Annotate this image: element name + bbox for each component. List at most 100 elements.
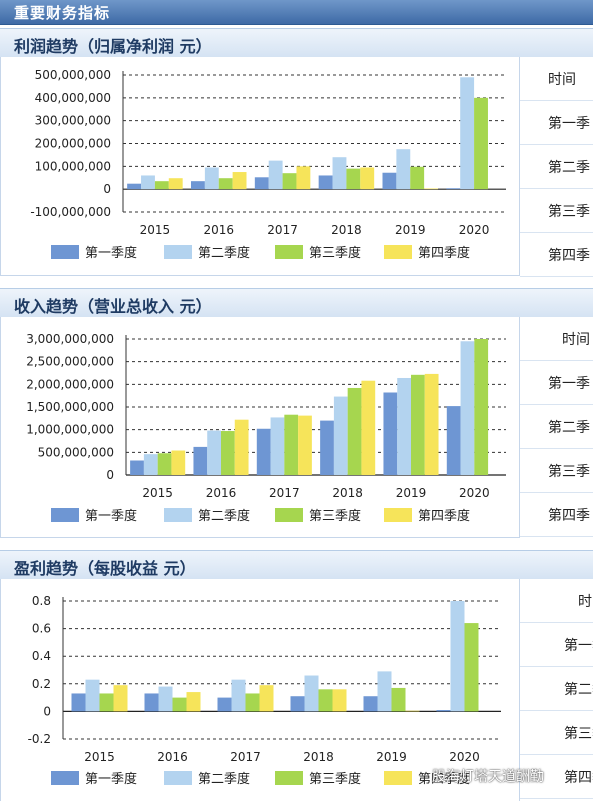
bar <box>193 446 208 475</box>
bar <box>396 149 411 190</box>
bar <box>204 167 219 190</box>
side-cell-q4[interactable]: 第四季 <box>520 493 593 537</box>
side-cell-time: 时间 <box>520 579 593 623</box>
side-table-revenue: 时间 第一季 第二季 第三季 第四季 <box>519 317 593 538</box>
legend-swatch <box>384 508 412 522</box>
bar <box>333 396 348 475</box>
legend-label: 第三季度 <box>309 245 361 261</box>
bar <box>347 387 362 475</box>
bar <box>143 454 158 475</box>
side-cell-q3[interactable]: 第三季 <box>520 449 593 493</box>
x-tick-label: 2020 <box>449 750 480 764</box>
side-cell-q3[interactable]: 第三季 <box>520 189 593 233</box>
x-tick-label: 2020 <box>459 486 490 500</box>
chart-panel-eps: -0.2 0 0.2 0.4 0.6 0.8 2015 2016 2017 2018 2019 202… <box>0 579 520 801</box>
x-tick-label: 2018 <box>331 223 362 237</box>
x-tick-label: 2018 <box>303 750 334 764</box>
y-tick-label: 3,000,000,000 <box>26 332 114 346</box>
header-bar: 重要财务指标 <box>0 0 593 25</box>
bar <box>436 710 451 712</box>
bar <box>232 172 247 190</box>
x-tick-label: 2019 <box>376 750 407 764</box>
side-cell-q1[interactable]: 第一季 <box>520 623 593 667</box>
bar <box>231 679 246 712</box>
side-cell-q2[interactable]: 第二季 <box>520 667 593 711</box>
side-cell-q1[interactable]: 第一季 <box>520 101 593 145</box>
chart-panel-profit: -100,000,000 0 100,000,000 200,000,000 300,0… <box>0 57 520 276</box>
bar <box>298 415 312 475</box>
y-tick-label: 500,000,000 <box>35 68 111 82</box>
bar <box>346 168 361 190</box>
bar <box>424 373 439 475</box>
bar <box>397 377 411 475</box>
y-tick-label: 0.4 <box>32 649 51 663</box>
chart-panel-revenue: 0 500,000,000 1,000,000,000 1,500,000,000 2,… <box>0 317 520 538</box>
y-tick-label: 2,500,000,000 <box>26 355 114 369</box>
legend-label: 第四季度 <box>418 771 470 787</box>
bar <box>383 392 398 475</box>
bar <box>474 97 488 190</box>
bar <box>127 183 142 190</box>
bar <box>464 623 479 712</box>
bar <box>171 450 186 475</box>
bar <box>382 172 397 190</box>
x-tick-label: 2016 <box>203 223 234 237</box>
plot-area: -0.2 0 0.2 0.4 0.6 0.8 2015 2016 2017 2018 2019 202… <box>28 594 501 764</box>
bar <box>284 414 299 475</box>
legend: 第一季度 第二季度 第三季度 第四季度 <box>51 771 470 787</box>
legend-label: 第三季度 <box>309 771 361 787</box>
section-header-revenue: 收入趋势（营业总收入 元） <box>0 288 593 318</box>
bar <box>304 675 319 712</box>
bar <box>144 693 159 712</box>
legend-label: 第三季度 <box>309 508 361 524</box>
side-label: 第三季 <box>564 726 593 742</box>
side-cell-q1[interactable]: 第一季 <box>520 361 593 405</box>
bar <box>158 686 173 712</box>
y-tick-label: 0.6 <box>32 622 51 636</box>
bar <box>154 181 169 190</box>
bar <box>172 697 187 712</box>
side-label: 时间 <box>548 72 576 88</box>
side-label: 第四季 <box>548 248 590 264</box>
x-tick-label: 2019 <box>395 223 426 237</box>
section-title-profit: 利润趋势（归属净利润 元） <box>14 37 212 56</box>
eps-chart: -0.2 0 0.2 0.4 0.6 0.8 2015 2016 2017 2018 2019 202… <box>28 594 501 787</box>
side-cell-q4[interactable]: 第四季 <box>520 233 593 277</box>
header-title: 重要财务指标 <box>14 4 111 22</box>
side-cell-q2[interactable]: 第二季 <box>520 145 593 189</box>
legend: 第一季度 第二季度 第三季度 第四季度 <box>51 508 470 524</box>
legend-swatch <box>275 508 303 522</box>
y-tick-label: 200,000,000 <box>35 137 111 151</box>
legend-label: 第四季度 <box>418 245 470 261</box>
y-tick-label: 300,000,000 <box>35 114 111 128</box>
y-tick-label: 500,000,000 <box>38 445 114 459</box>
legend-label: 第二季度 <box>198 508 250 524</box>
bar <box>424 188 439 190</box>
bar <box>332 689 347 712</box>
bar <box>391 687 406 712</box>
revenue-chart: 0 500,000,000 1,000,000,000 1,500,000,000 2,… <box>26 332 506 524</box>
bar <box>318 175 333 190</box>
bar <box>245 693 260 712</box>
legend-swatch <box>51 245 79 259</box>
bar <box>318 689 333 712</box>
bar <box>190 181 205 190</box>
legend-swatch <box>51 508 79 522</box>
side-cell-q3[interactable]: 第三季 <box>520 711 593 755</box>
bar <box>446 188 461 190</box>
side-cell-q2[interactable]: 第二季 <box>520 405 593 449</box>
section-header-profit: 利润趋势（归属净利润 元） <box>0 28 593 58</box>
bar <box>460 341 475 475</box>
y-tick-label: 0 <box>103 182 111 196</box>
bar <box>85 679 100 712</box>
side-table-eps: 时间 第一季 第二季 第三季 第四季 <box>519 579 593 801</box>
bar <box>168 178 183 190</box>
bar <box>217 697 232 712</box>
plot-area: -100,000,000 0 100,000,000 200,000,000 300,0… <box>30 68 506 237</box>
legend-swatch <box>51 771 79 785</box>
side-cell-q4[interactable]: 第四季 <box>520 755 593 799</box>
legend-swatch <box>164 508 192 522</box>
side-label: 第一季 <box>548 116 590 132</box>
bar <box>71 693 86 712</box>
side-label: 第三季 <box>548 204 590 220</box>
